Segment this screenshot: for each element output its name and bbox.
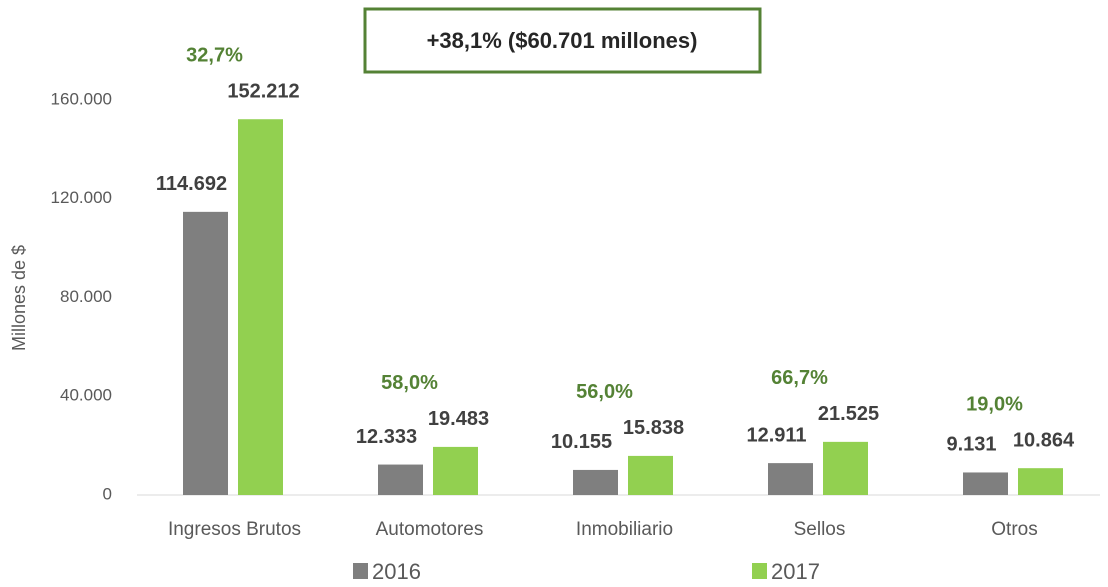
y-tick-label: 160.000 [51, 89, 112, 108]
y-axis-label: Millones de $ [9, 245, 29, 351]
value-label: 12.333 [356, 426, 417, 448]
bar [573, 469, 618, 495]
value-label: 21.525 [818, 403, 879, 425]
annotation-box [363, 7, 762, 74]
legend-swatch [353, 563, 368, 579]
growth-label: 32,7% [186, 45, 243, 67]
value-label: 10.155 [551, 431, 612, 453]
value-label: 9.131 [946, 434, 996, 456]
x-tick-label: Inmobiliario [576, 519, 673, 540]
value-label: 152.212 [227, 81, 299, 103]
x-tick-label: Ingresos Brutos [168, 519, 301, 540]
growth-label: 66,7% [771, 367, 828, 389]
bar [823, 441, 868, 495]
growth-label: 58,0% [381, 372, 438, 394]
legend-label: 2017 [771, 559, 820, 584]
legend-swatch [752, 563, 767, 579]
x-tick-label: Otros [991, 519, 1037, 540]
value-label: 19.483 [428, 408, 489, 430]
bar [183, 211, 228, 495]
growth-label: 19,0% [966, 393, 1023, 415]
bar [1018, 468, 1063, 495]
y-tick-label: 120.000 [51, 188, 112, 207]
bar [963, 472, 1008, 495]
bar [378, 464, 423, 495]
x-tick-label: Sellos [794, 519, 846, 540]
bar [628, 455, 673, 495]
annotation: +38,1% ($60.701 millones) [427, 28, 698, 53]
bar [768, 463, 813, 495]
y-tick-label: 0 [103, 484, 112, 503]
y-tick-label: 40.000 [60, 386, 112, 405]
growth-label: 56,0% [576, 381, 633, 403]
value-label: 12.911 [746, 424, 806, 446]
x-tick-label: Automotores [376, 519, 484, 540]
value-label: 114.692 [156, 173, 227, 195]
y-tick-label: 80.000 [60, 287, 112, 306]
bar [433, 446, 478, 495]
value-label: 15.838 [623, 417, 684, 439]
legend-label: 2016 [372, 559, 421, 584]
bar [238, 119, 283, 495]
value-label: 10.864 [1013, 429, 1075, 451]
